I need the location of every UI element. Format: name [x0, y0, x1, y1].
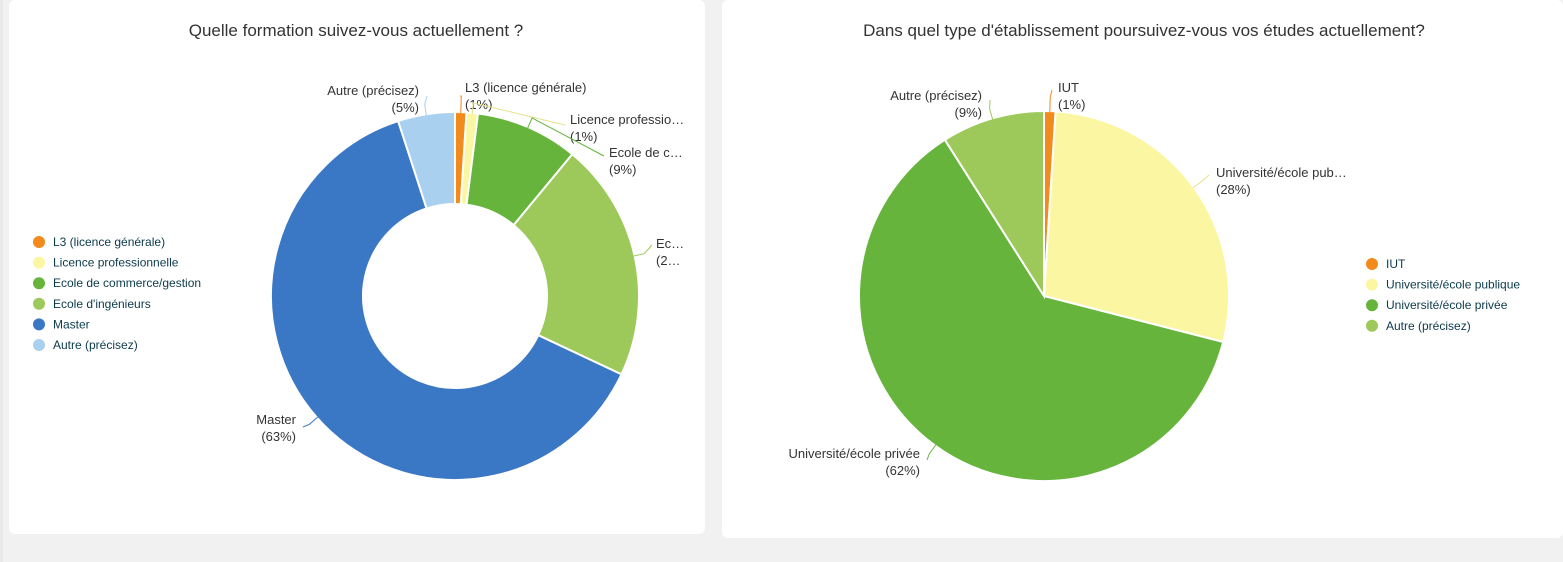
pie-slice-autre-precisez[interactable]	[396, 110, 456, 210]
legend-item-l3-licence-generale[interactable]: L3 (licence générale)	[33, 235, 165, 249]
slice-label-autre-precisez: Autre (précisez)	[890, 88, 982, 103]
legend-label: Ecole de commerce/gestion	[53, 276, 201, 290]
chart-panel-etablissement: Dans quel type d'établissement poursuive…	[722, 0, 1563, 538]
slice-label-universite-ecole-privee: Université/école privée	[788, 446, 920, 461]
legend-label: IUT	[1386, 257, 1406, 271]
leader-line-universite-ecole-privee	[926, 444, 937, 461]
legend-item-autre-precisez[interactable]: Autre (précisez)	[33, 338, 138, 352]
legend-item-ecole-de-commerce-gestion[interactable]: Ecole de commerce/gestion	[33, 276, 201, 290]
legend-swatch	[33, 236, 45, 248]
legend-label: Université/école publique	[1386, 278, 1520, 292]
legend-swatch	[1366, 258, 1378, 270]
legend-swatch	[1366, 299, 1378, 312]
chart-title: Quelle formation suivez-vous actuellemen…	[189, 21, 524, 40]
legend-label: Ecole d'ingénieurs	[53, 297, 151, 311]
legend-label: Autre (précisez)	[53, 338, 138, 352]
leader-line-licence-professionnelle	[471, 102, 566, 126]
slice-label-universite-ecole-publique: Université/école pub…	[1216, 165, 1347, 180]
slice-percent-universite-ecole-privee: (62%)	[885, 463, 920, 478]
slice-label-master: Master	[256, 412, 296, 427]
legend-label: Licence professionnelle	[53, 256, 179, 270]
formation-donut-chart: Quelle formation suivez-vous actuellemen…	[33, 21, 684, 481]
legend-item-iut[interactable]: IUT	[1366, 257, 1406, 271]
pie-slice-ecole-d-ingenieurs[interactable]	[512, 152, 640, 376]
leader-line-l3-licence-generale	[459, 95, 462, 114]
leader-line-autre-precisez	[989, 99, 994, 120]
slice-percent-universite-ecole-publique: (28%)	[1216, 182, 1251, 197]
etablissement-pie-chart: Dans quel type d'établissement poursuive…	[788, 21, 1520, 482]
legend-label: Université/école privée	[1386, 298, 1508, 312]
legend-label: Autre (précisez)	[1386, 319, 1471, 333]
legend-swatch	[1366, 278, 1378, 291]
legend-item-autre-precisez[interactable]: Autre (précisez)	[1366, 319, 1471, 333]
slice-percent-licence-professionnelle: (1%)	[570, 129, 597, 144]
leader-line-universite-ecole-publique	[1192, 174, 1210, 189]
slice-percent-ecole-de-commerce-gestion: (9%)	[609, 162, 636, 177]
leader-line-ecole-de-commerce-gestion	[527, 117, 605, 157]
slice-percent-autre-precisez: (9%)	[955, 105, 982, 120]
legend-swatch	[33, 297, 45, 310]
legend-item-universite-ecole-publique[interactable]: Université/école publique	[1366, 278, 1520, 292]
legend-item-master[interactable]: Master	[33, 317, 90, 331]
slice-label-l3-licence-generale: L3 (licence générale)	[465, 80, 586, 95]
leader-line-autre-precisez	[424, 95, 428, 116]
legend-label: Master	[53, 317, 90, 331]
leader-line-ecole-d-ingenieurs	[633, 244, 653, 257]
legend-swatch	[33, 277, 45, 290]
legend-item-ecole-d-ingenieurs[interactable]: Ecole d'ingénieurs	[33, 297, 151, 311]
slice-label-ecole-d-ingenieurs: Ec…	[656, 236, 684, 251]
slice-percent-master: (63%)	[261, 429, 296, 444]
slice-label-autre-precisez: Autre (précisez)	[327, 83, 419, 98]
slice-percent-ecole-d-ingenieurs: (2…	[656, 253, 681, 268]
window-edge	[0, 0, 3, 562]
leader-line-master	[302, 416, 319, 428]
slice-percent-iut: (1%)	[1058, 97, 1085, 112]
legend-label: L3 (licence générale)	[53, 235, 165, 249]
legend-swatch	[33, 339, 45, 351]
legend-swatch	[1366, 319, 1378, 332]
leader-line-iut	[1049, 89, 1053, 113]
slice-label-ecole-de-commerce-gestion: Ecole de c…	[609, 145, 683, 160]
slice-label-licence-professionnelle: Licence professio…	[570, 112, 684, 127]
slice-label-iut: IUT	[1058, 80, 1079, 95]
slice-percent-autre-precisez: (5%)	[392, 100, 419, 115]
chart-title: Dans quel type d'établissement poursuive…	[863, 21, 1425, 40]
legend-item-licence-professionnelle[interactable]: Licence professionnelle	[33, 256, 179, 270]
legend-item-universite-ecole-privee[interactable]: Université/école privée	[1366, 298, 1508, 312]
pie-slice-master[interactable]	[270, 119, 623, 481]
chart-panel-formation: Quelle formation suivez-vous actuellemen…	[9, 0, 705, 534]
legend-swatch	[33, 256, 45, 269]
legend-swatch	[33, 318, 45, 331]
